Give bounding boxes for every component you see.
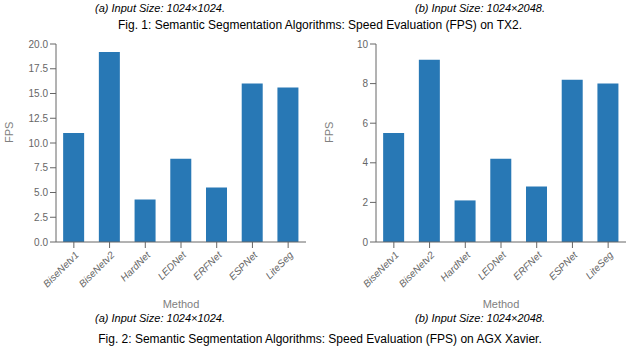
svg-text:BiseNetv1: BiseNetv1 bbox=[41, 249, 81, 289]
svg-text:20.0: 20.0 bbox=[29, 39, 49, 50]
svg-text:LEDNet: LEDNet bbox=[476, 248, 509, 281]
svg-text:0.0: 0.0 bbox=[34, 237, 48, 248]
svg-text:ERFNet: ERFNet bbox=[511, 248, 545, 282]
svg-text:0: 0 bbox=[362, 237, 368, 248]
svg-text:Method: Method bbox=[483, 298, 520, 308]
svg-text:17.5: 17.5 bbox=[29, 63, 49, 74]
html-text:(a) Input Size: 1024×1024.: (a) Input Size: 1024×1024. bbox=[95, 2, 225, 14]
svg-text:10: 10 bbox=[357, 39, 369, 50]
html-text:(b) Input Size: 1024×2048.: (b) Input Size: 1024×2048. bbox=[415, 312, 545, 324]
svg-text:BiseNetv1: BiseNetv1 bbox=[361, 249, 401, 289]
svg-text:15.0: 15.0 bbox=[29, 88, 49, 99]
html-text:(b) Input Size: 1024×2048.: (b) Input Size: 1024×2048. bbox=[415, 2, 545, 14]
svg-text:10.0: 10.0 bbox=[29, 138, 49, 149]
svg-text:LEDNet: LEDNet bbox=[156, 248, 189, 281]
svg-text:12.5: 12.5 bbox=[29, 113, 49, 124]
svg-text:FPS: FPS bbox=[8, 122, 15, 143]
svg-text:HardNet: HardNet bbox=[118, 248, 153, 283]
svg-text:BiseNetv2: BiseNetv2 bbox=[77, 249, 117, 289]
svg-text:2.5: 2.5 bbox=[34, 212, 48, 223]
svg-text:4: 4 bbox=[362, 157, 368, 168]
html-text:Fig. 1: Semantic Segmentation: Fig. 1: Semantic Segmentation Algorithms… bbox=[118, 18, 522, 32]
svg-text:LiteSeg: LiteSeg bbox=[263, 249, 295, 281]
svg-text:ESPNet: ESPNet bbox=[547, 248, 581, 282]
svg-text:2: 2 bbox=[362, 197, 368, 208]
svg-text:8: 8 bbox=[362, 78, 368, 89]
html-text:Fig. 2: Semantic Segmentation: Fig. 2: Semantic Segmentation Algorithms… bbox=[98, 332, 542, 346]
svg-text:Method: Method bbox=[163, 298, 200, 308]
svg-text:HardNet: HardNet bbox=[438, 248, 473, 283]
svg-text:FPS: FPS bbox=[323, 122, 335, 143]
svg-text:ESPNet: ESPNet bbox=[227, 248, 261, 282]
svg-text:LiteSeg: LiteSeg bbox=[583, 249, 615, 281]
svg-text:5.0: 5.0 bbox=[34, 187, 48, 198]
svg-text:7.5: 7.5 bbox=[34, 162, 48, 173]
svg-text:ERFNet: ERFNet bbox=[191, 248, 225, 282]
svg-text:BiseNetv2: BiseNetv2 bbox=[397, 249, 437, 289]
html-text:(a) Input Size: 1024×1024.: (a) Input Size: 1024×1024. bbox=[95, 312, 225, 324]
svg-text:6: 6 bbox=[362, 118, 368, 129]
